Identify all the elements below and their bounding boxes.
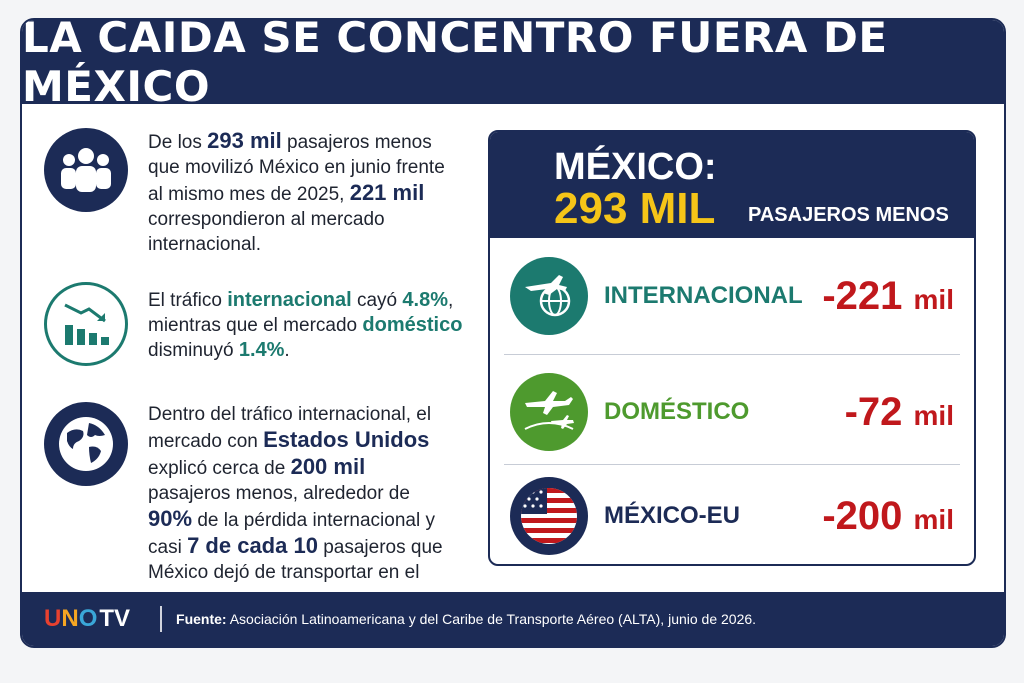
plane-globe-icon <box>510 257 588 335</box>
summary-panel: MÉXICO: 293 MIL PASAJEROS MENOS INTERNAC… <box>488 130 976 566</box>
footer-divider <box>160 606 163 632</box>
row-value-mexico-eu: -200 mil <box>822 493 954 538</box>
point-text-3: Dentro del tráfico internacional, el mer… <box>148 404 443 608</box>
unotv-logo: U N O TV <box>44 605 131 632</box>
row-value-internacional: -221 mil <box>822 273 954 318</box>
us-flag-icon <box>510 477 588 555</box>
infographic-card: LA CAÍDA SE CONCENTRÓ FUERA DE MÉXICO De… <box>20 18 1006 648</box>
country-label: MÉXICO: <box>554 146 717 188</box>
row-internacional: INTERNACIONAL -221 mil <box>490 242 974 350</box>
row-mexico-eu: MÉXICO-EU -200 mil <box>490 462 974 564</box>
row-label-internacional: INTERNACIONAL <box>604 282 803 309</box>
point-text-2: El tráfico internacional cayó 4.8%, mien… <box>148 289 463 361</box>
point-text-1: De los 293 mil pasajeros menos que movil… <box>148 128 445 255</box>
summary-header: MÉXICO: 293 MIL PASAJEROS MENOS <box>490 132 974 238</box>
row-value-domestico: -72 mil <box>844 389 954 434</box>
row-divider <box>504 464 960 465</box>
header-bar: LA CAÍDA SE CONCENTRÓ FUERA DE MÉXICO <box>22 20 1004 111</box>
total-value: 293 MIL <box>554 184 716 233</box>
planes-icon <box>510 373 588 451</box>
row-divider <box>504 354 960 355</box>
source-note: Fuente: Asociación Latinoamericana y del… <box>176 611 757 627</box>
people-icon <box>44 128 128 212</box>
row-label-domestico: DOMÉSTICO <box>604 398 750 425</box>
total-unit: PASAJEROS MENOS <box>748 204 949 226</box>
point-traffic: El tráfico internacional cayó 4.8%, mien… <box>44 282 468 366</box>
footer-bar: U N O TV Fuente: Asociación Latinoamericana… <box>22 592 1004 646</box>
page-title: LA CAÍDA SE CONCENTRÓ FUERA DE MÉXICO <box>22 18 888 111</box>
point-passengers: De los 293 mil pasajeros menos que movil… <box>44 128 448 257</box>
row-domestico: DOMÉSTICO -72 mil <box>490 358 974 466</box>
chart-down-icon <box>44 282 128 366</box>
point-us-market: Dentro del tráfico internacional, el mer… <box>44 402 448 610</box>
row-label-mexico-eu: MÉXICO-EU <box>604 502 741 529</box>
globe-icon <box>44 402 128 486</box>
